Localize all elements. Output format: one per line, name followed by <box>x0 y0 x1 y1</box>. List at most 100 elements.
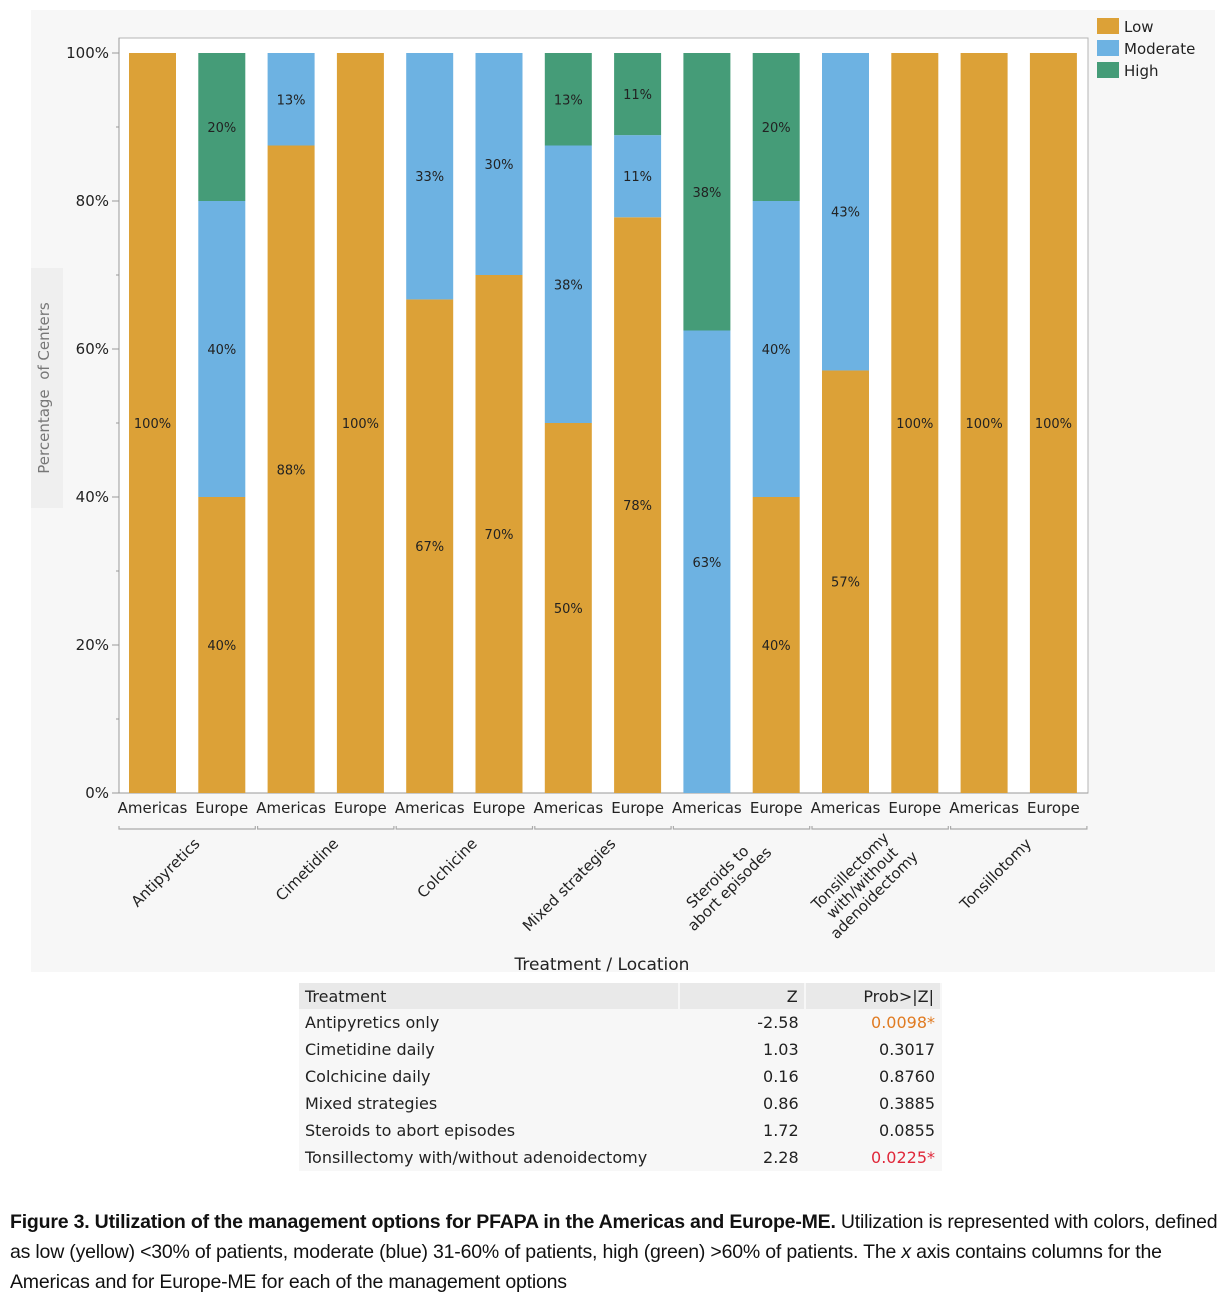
y-tick-label: 80% <box>76 192 109 210</box>
bar-segment-moderate <box>544 145 592 423</box>
bar-value-label: 43% <box>831 206 860 221</box>
x-category-label: Americas <box>395 799 465 817</box>
y-tick-label: 100% <box>66 44 109 62</box>
y-axis-title-box <box>31 268 63 508</box>
bar-segment-moderate <box>267 53 315 146</box>
x-group-label-line: Tonsillotomy <box>956 835 1036 915</box>
bar-segment-moderate <box>475 53 523 275</box>
legend-label-moderate: Moderate <box>1124 40 1195 58</box>
table-header-row: Treatment Z Prob>|Z| <box>299 983 943 1009</box>
y-tick-label: 40% <box>76 488 109 506</box>
x-category-label: Europe <box>611 799 664 817</box>
bar-segment-moderate <box>614 135 662 218</box>
prob-cell: 0.3017 <box>879 1040 935 1059</box>
bar-segment-low <box>752 497 800 793</box>
header-prob: Prob>|Z| <box>804 983 943 1009</box>
group-bracket <box>811 826 949 830</box>
x-group-label-line: Colchicine <box>414 835 481 902</box>
group-bracket <box>672 826 811 830</box>
x-group-label: Antipyretics <box>128 835 204 911</box>
x-category-label: Europe <box>750 799 803 817</box>
bar-value-label: 13% <box>277 93 306 108</box>
bar-segment-high <box>614 53 662 136</box>
x-group-label: Mixed strategies <box>519 835 619 935</box>
table-row: Tonsillectomy with/without adenoidectomy… <box>299 1144 941 1171</box>
bar-segment-high <box>544 53 592 146</box>
bar-segment-moderate <box>752 201 800 497</box>
caption-title: Figure 3. Utilization of the management … <box>10 1211 836 1233</box>
x-group-label-line: Antipyretics <box>128 835 204 911</box>
bar-segment-low <box>406 299 454 793</box>
bar-value-label: 11% <box>623 170 652 185</box>
bar-segment-moderate <box>683 330 731 793</box>
z-cell: 1.72 <box>763 1121 799 1140</box>
x-category-label: Europe <box>1027 799 1080 817</box>
prob-cell: 0.0225* <box>871 1148 935 1167</box>
x-axis-title: Treatment / Location <box>514 955 690 972</box>
figure-caption: Figure 3. Utilization of the management … <box>10 1207 1225 1297</box>
x-group-label: Cimetidine <box>272 835 342 905</box>
table-row: Antipyretics only -2.58 0.0098* <box>299 1009 941 1036</box>
bar-value-label: 30% <box>485 158 514 173</box>
bar-value-label: 100% <box>1035 417 1072 432</box>
x-category-label: Americas <box>672 799 742 817</box>
x-group-label-line: Mixed strategies <box>519 835 619 935</box>
x-group-label: Tonsillotomy <box>956 835 1036 915</box>
bar-segment-low <box>267 145 315 793</box>
z-cell: -2.58 <box>757 1013 799 1032</box>
prob-cell: 0.0855 <box>879 1121 935 1140</box>
bar-value-label: 100% <box>342 417 379 432</box>
group-bracket <box>950 826 1088 830</box>
table-row: Steroids to abort episodes 1.72 0.0855 <box>299 1117 941 1144</box>
table-row: Colchicine daily 0.16 0.8760 <box>299 1063 941 1090</box>
x-group-label: Tonsillectomywith/withoutadenoidectomy <box>803 823 922 942</box>
treatment-cell: Mixed strategies <box>305 1094 438 1113</box>
bar-value-label: 88% <box>277 463 306 478</box>
bar-segment-low <box>960 53 1008 793</box>
caption-text-2: axis contains columns for the Americas a… <box>10 1241 1162 1293</box>
group-bracket <box>118 826 256 830</box>
bar-value-label: 40% <box>207 343 236 358</box>
bar-segment-low <box>336 53 384 793</box>
bar-value-label: 100% <box>966 417 1003 432</box>
bar-value-label: 50% <box>554 602 583 617</box>
bar-segment-high <box>198 53 246 201</box>
bar-value-label: 67% <box>415 540 444 555</box>
y-tick-label: 0% <box>85 784 109 802</box>
bar-value-label: 38% <box>554 278 583 293</box>
bar-value-label: 38% <box>692 186 721 201</box>
bar-segment-high <box>752 53 800 201</box>
bar-segment-moderate <box>406 53 454 300</box>
bar-segment-low <box>614 217 662 793</box>
legend-label-low: Low <box>1124 18 1154 36</box>
z-cell: 2.28 <box>763 1148 799 1167</box>
bar-value-label: 63% <box>692 556 721 571</box>
bar-value-label: 40% <box>762 639 791 654</box>
x-category-label: Americas <box>533 799 603 817</box>
x-category-label: Americas <box>949 799 1019 817</box>
treatment-cell: Cimetidine daily <box>305 1040 435 1059</box>
stacked-bar-chart: 0% 20% 40% 60% 80% 100% Percentage of Centers 1… <box>31 18 1195 972</box>
z-cell: 1.03 <box>763 1040 799 1059</box>
x-group-label: Colchicine <box>414 835 481 902</box>
x-group-label: Steroids toabort episodes <box>672 831 775 934</box>
legend-swatch-low <box>1097 18 1119 34</box>
y-tick-label: 60% <box>76 340 109 358</box>
prob-cell: 0.3885 <box>879 1094 935 1113</box>
bar-segment-low <box>1029 53 1077 793</box>
table-row: Cimetidine daily 1.03 0.3017 <box>299 1036 941 1063</box>
caption-italic: x <box>901 1241 911 1263</box>
x-category-label: Europe <box>888 799 941 817</box>
x-group-label-line: Cimetidine <box>272 835 342 905</box>
x-category-label: Europe <box>334 799 387 817</box>
caption-text-1: Utilization is represented with colors, … <box>10 1211 1218 1263</box>
x-category-label: Europe <box>473 799 526 817</box>
bar-segment-high <box>683 53 731 331</box>
bar-segment-low <box>544 423 592 793</box>
x-category-label: Europe <box>195 799 248 817</box>
bar-value-label: 78% <box>623 499 652 514</box>
x-category-label: Americas <box>256 799 326 817</box>
prob-cell: 0.8760 <box>879 1067 935 1086</box>
bar-value-label: 33% <box>415 170 444 185</box>
bar-segment-moderate <box>822 53 869 371</box>
